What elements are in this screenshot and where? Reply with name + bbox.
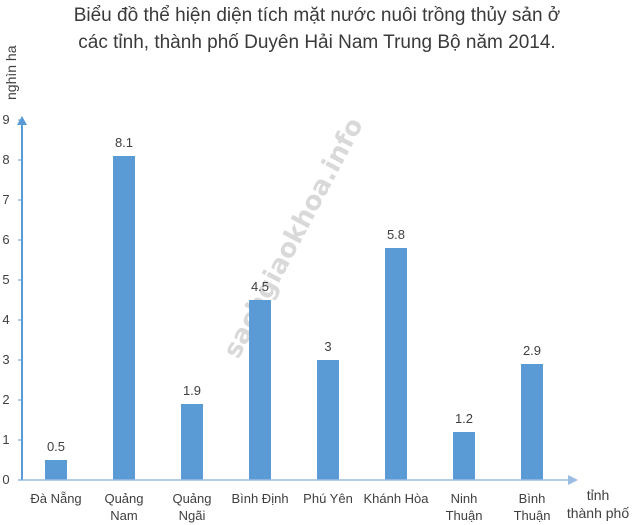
y-tick-label: 6: [2, 232, 9, 247]
data-label: 4.5: [251, 279, 269, 294]
chart-title-line-2: các tỉnh, thành phố Duyên Hải Nam Trung …: [78, 32, 556, 53]
y-tick-label: 8: [2, 152, 9, 167]
x-axis-arrow: [568, 475, 578, 485]
watermark: sachgiaokhoa.info: [218, 113, 370, 363]
y-tick-label: 2: [2, 392, 9, 407]
x-axis-label-line-2: thành phố: [567, 505, 629, 521]
bar: [249, 300, 271, 480]
data-label: 1.2: [455, 411, 473, 426]
bar: [521, 364, 543, 480]
category-label: Phú Yên: [303, 491, 353, 506]
bar: [317, 360, 339, 480]
y-tick-label: 5: [2, 272, 9, 287]
bar: [181, 404, 203, 480]
y-tick-label: 9: [2, 112, 9, 127]
y-tick-label: 3: [2, 352, 9, 367]
category-label: Thuận: [514, 508, 551, 523]
category-label: Bình: [519, 491, 546, 506]
category-label: Bình Định: [231, 491, 288, 506]
category-label: Thuận: [446, 508, 483, 523]
category-label: Quảng: [104, 491, 143, 506]
chart-title-line-1: Biểu đồ thể hiện diện tích mặt nước nuôi…: [73, 5, 561, 26]
bar: [385, 248, 407, 480]
category-label: Ngãi: [179, 508, 206, 523]
data-label: 5.8: [387, 227, 405, 242]
category-label: Ninh: [451, 491, 478, 506]
data-label: 0.5: [47, 439, 65, 454]
category-label: Nam: [110, 508, 137, 523]
bar: [113, 156, 135, 480]
x-axis-label-line-1: tỉnh: [587, 487, 610, 503]
y-axis-label: nghìn ha: [3, 45, 19, 100]
y-tick-label: 0: [2, 472, 9, 487]
chart-title: Biểu đồ thể hiện diện tích mặt nước nuôi…: [0, 2, 634, 56]
data-label: 2.9: [523, 343, 541, 358]
data-label: 1.9: [183, 383, 201, 398]
category-label: Quảng: [172, 491, 211, 506]
y-tick-label: 1: [2, 432, 9, 447]
y-tick-label: 4: [2, 312, 9, 327]
bar: [453, 432, 475, 480]
y-tick-label: 7: [2, 192, 9, 207]
data-label: 3: [324, 339, 331, 354]
bar: [45, 460, 67, 480]
category-label: Khánh Hòa: [363, 491, 429, 506]
data-label: 8.1: [115, 135, 133, 150]
category-label: Đà Nẵng: [30, 491, 81, 506]
